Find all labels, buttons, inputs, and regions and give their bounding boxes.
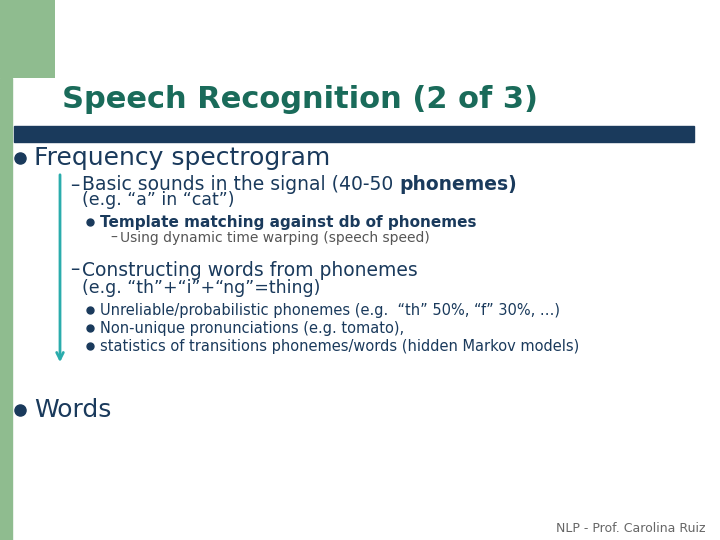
Text: –: –	[70, 260, 79, 280]
Text: –: –	[110, 231, 117, 245]
Text: Non-unique pronunciations (e.g. tomato),: Non-unique pronunciations (e.g. tomato),	[100, 321, 404, 335]
Text: –: –	[70, 176, 79, 194]
Text: Frequency spectrogram: Frequency spectrogram	[34, 146, 330, 170]
Text: Template matching against db of phonemes: Template matching against db of phonemes	[100, 214, 477, 230]
Text: Constructing words from phonemes: Constructing words from phonemes	[82, 260, 418, 280]
Text: Basic sounds in the signal (40-50: Basic sounds in the signal (40-50	[82, 176, 400, 194]
Text: Words: Words	[34, 398, 112, 422]
Text: Using dynamic time warping (speech speed): Using dynamic time warping (speech speed…	[120, 231, 430, 245]
Bar	[0, 78, 12, 540]
Text: statistics of transitions phonemes/words (hidden Markov models): statistics of transitions phonemes/words…	[100, 339, 580, 354]
Text: phonemes): phonemes)	[400, 176, 517, 194]
FancyBboxPatch shape	[0, 0, 55, 78]
Text: (e.g. “th”+“i”+“ng”=thing): (e.g. “th”+“i”+“ng”=thing)	[82, 279, 320, 297]
Bar	[14, 126, 694, 142]
Text: Speech Recognition (2 of 3): Speech Recognition (2 of 3)	[62, 85, 538, 114]
Text: Unreliable/probabilistic phonemes (e.g.  “th” 50%, “f” 30%, …): Unreliable/probabilistic phonemes (e.g. …	[100, 302, 560, 318]
Text: (e.g. “a” in “cat”): (e.g. “a” in “cat”)	[82, 191, 235, 209]
Text: NLP - Prof. Carolina Ruiz: NLP - Prof. Carolina Ruiz	[556, 522, 705, 535]
